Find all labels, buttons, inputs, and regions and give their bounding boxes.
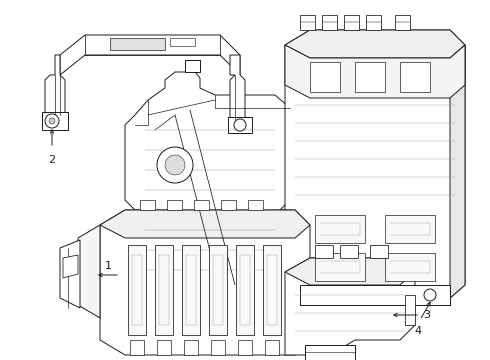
Text: 1: 1 bbox=[105, 261, 112, 271]
Polygon shape bbox=[315, 215, 365, 243]
Polygon shape bbox=[100, 210, 310, 355]
Polygon shape bbox=[405, 295, 415, 325]
Polygon shape bbox=[78, 225, 100, 318]
Polygon shape bbox=[185, 60, 200, 72]
Circle shape bbox=[165, 155, 185, 175]
Polygon shape bbox=[366, 15, 381, 30]
Polygon shape bbox=[238, 340, 252, 355]
Polygon shape bbox=[209, 245, 227, 335]
Circle shape bbox=[49, 118, 55, 124]
Polygon shape bbox=[167, 200, 182, 210]
Polygon shape bbox=[450, 45, 465, 298]
Polygon shape bbox=[60, 35, 240, 75]
Circle shape bbox=[234, 119, 246, 131]
Polygon shape bbox=[110, 38, 165, 50]
Polygon shape bbox=[285, 258, 415, 285]
Polygon shape bbox=[63, 255, 78, 278]
Polygon shape bbox=[182, 245, 200, 335]
Polygon shape bbox=[100, 210, 310, 238]
Polygon shape bbox=[300, 15, 315, 30]
Polygon shape bbox=[310, 62, 340, 92]
Polygon shape bbox=[285, 30, 465, 58]
Polygon shape bbox=[194, 200, 209, 210]
Polygon shape bbox=[385, 215, 435, 243]
Polygon shape bbox=[248, 200, 263, 210]
Polygon shape bbox=[200, 260, 230, 310]
Polygon shape bbox=[130, 340, 144, 355]
Polygon shape bbox=[140, 200, 155, 210]
Polygon shape bbox=[211, 340, 225, 355]
Polygon shape bbox=[236, 245, 254, 335]
Polygon shape bbox=[344, 15, 359, 30]
Polygon shape bbox=[385, 253, 435, 281]
Polygon shape bbox=[340, 245, 358, 258]
Text: 4: 4 bbox=[415, 326, 421, 336]
Polygon shape bbox=[128, 245, 146, 335]
Circle shape bbox=[45, 114, 59, 128]
Polygon shape bbox=[157, 340, 171, 355]
Polygon shape bbox=[370, 245, 388, 258]
Polygon shape bbox=[285, 30, 465, 298]
Polygon shape bbox=[230, 55, 245, 125]
Polygon shape bbox=[60, 240, 80, 308]
Polygon shape bbox=[300, 285, 450, 305]
Polygon shape bbox=[125, 72, 290, 328]
Polygon shape bbox=[45, 55, 65, 120]
Text: 2: 2 bbox=[49, 155, 55, 165]
Polygon shape bbox=[155, 260, 185, 310]
Polygon shape bbox=[184, 340, 198, 355]
Polygon shape bbox=[155, 245, 173, 335]
Polygon shape bbox=[400, 62, 430, 92]
Polygon shape bbox=[315, 253, 365, 281]
Polygon shape bbox=[305, 345, 355, 360]
Polygon shape bbox=[170, 38, 195, 46]
Polygon shape bbox=[285, 45, 465, 98]
Polygon shape bbox=[322, 15, 337, 30]
Polygon shape bbox=[228, 117, 252, 133]
Polygon shape bbox=[263, 245, 281, 335]
Polygon shape bbox=[42, 112, 68, 130]
Polygon shape bbox=[265, 340, 279, 355]
Circle shape bbox=[157, 147, 193, 183]
Polygon shape bbox=[395, 15, 410, 30]
Circle shape bbox=[424, 289, 436, 301]
Polygon shape bbox=[355, 62, 385, 92]
Polygon shape bbox=[315, 245, 333, 258]
Polygon shape bbox=[285, 258, 415, 355]
Polygon shape bbox=[221, 200, 236, 210]
Text: 3: 3 bbox=[423, 310, 430, 320]
